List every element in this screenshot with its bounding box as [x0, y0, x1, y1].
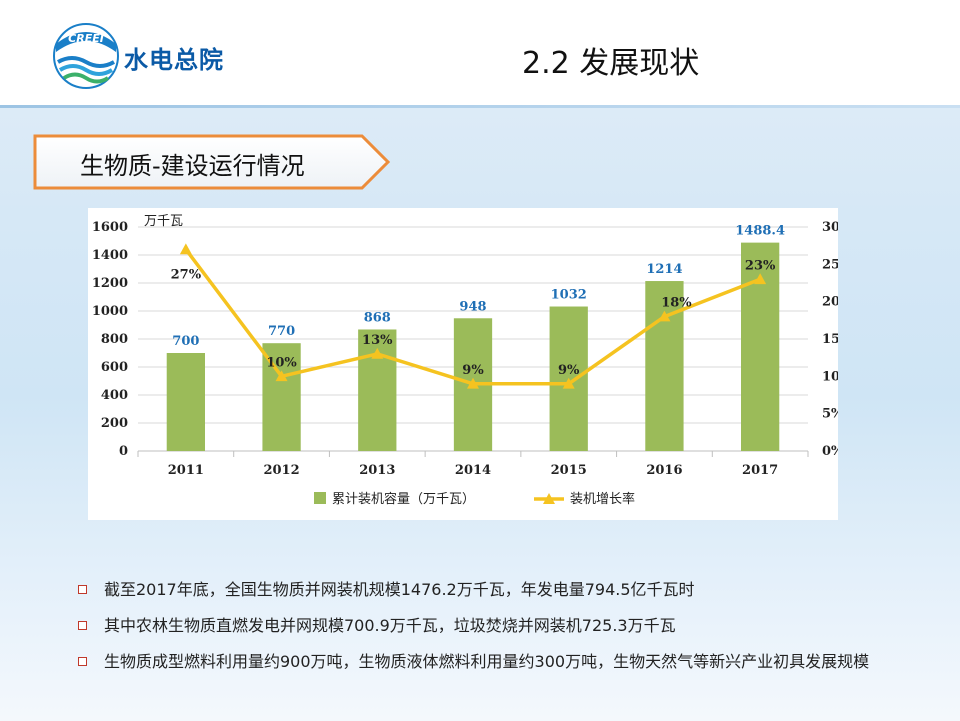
- bar: [645, 281, 684, 451]
- combo-chart: 0 200 400 600 800 1000 1200 1400 1600 0% 5% 10% 15% 2…: [92, 214, 853, 507]
- growth-rate-marker: [179, 243, 192, 255]
- legend-line-label: 装机增长率: [570, 491, 635, 507]
- logo-badge-text: CREEI: [68, 32, 104, 45]
- x-tick-label: 2012: [263, 463, 299, 478]
- bar-value-label: 1214: [646, 262, 682, 277]
- growth-rate-label: 27%: [171, 267, 202, 282]
- section-title: 生物质-建设运行情况: [80, 152, 305, 180]
- y-right-tick-label: 25%: [822, 257, 838, 272]
- y-left-tick-label: 1400: [92, 248, 128, 263]
- y-right-tick-label: 20%: [822, 295, 838, 310]
- growth-rate-marker: [371, 347, 384, 359]
- y-left-tick-label: 1600: [92, 220, 128, 235]
- bar-value-label: 700: [172, 334, 199, 349]
- y-right-tick-label: 10%: [822, 369, 838, 384]
- y-right-tick-label: 5%: [822, 407, 838, 422]
- bullet-item: 生物质成型燃料利用量约900万吨，生物质液体燃料利用量约300万吨，生物天然气等…: [76, 648, 936, 675]
- y-left-tick-label: 400: [101, 388, 128, 403]
- creei-logo-icon: CREEI: [53, 23, 119, 89]
- x-tick-label: 2017: [742, 463, 778, 478]
- legend-bar-swatch: [314, 492, 326, 504]
- growth-rate-marker: [275, 370, 288, 382]
- bullet-text: 生物质成型燃料利用量约900万吨，生物质液体燃料利用量约300万吨，生物天然气等…: [104, 652, 870, 671]
- bullet-item: 其中农林生物质直燃发电并网规模700.9万千瓦，垃圾焚烧并网装机725.3万千瓦: [76, 612, 936, 639]
- chart-panel: 0 200 400 600 800 1000 1200 1400 1600 0% 5% 10% 15% 2…: [88, 208, 853, 520]
- growth-rate-label: 10%: [266, 355, 297, 370]
- x-tick-label: 2013: [359, 463, 395, 478]
- bullet-text: 其中农林生物质直燃发电并网规模700.9万千瓦，垃圾焚烧并网装机725.3万千瓦: [104, 616, 676, 635]
- logo-text: 水电总院: [124, 46, 224, 74]
- bullet-square-icon: [78, 621, 87, 630]
- x-tick-label: 2014: [455, 463, 491, 478]
- bar-value-label: 868: [364, 310, 391, 325]
- y-left-tick-label: 800: [101, 332, 128, 347]
- bar-value-label: 948: [459, 299, 486, 314]
- header-bar: [0, 0, 960, 105]
- legend-line-marker: [543, 493, 555, 504]
- growth-rate-label: 9%: [558, 363, 580, 378]
- growth-rate-label: 18%: [661, 296, 692, 311]
- bullet-text: 截至2017年底，全国生物质并网装机规模1476.2万千瓦，年发电量794.5亿…: [104, 580, 695, 599]
- bullet-list: 截至2017年底，全国生物质并网装机规模1476.2万千瓦，年发电量794.5亿…: [76, 576, 936, 684]
- x-tick-label: 2015: [551, 463, 587, 478]
- y-left-tick-label: 600: [101, 360, 128, 375]
- growth-rate-label: 13%: [362, 333, 393, 348]
- section-tag: [33, 134, 391, 190]
- bar-value-label: 1488.4: [735, 224, 785, 239]
- legend-bar-label: 累计装机容量（万千瓦）: [332, 491, 475, 507]
- page-title: 2.2 发展现状: [522, 46, 700, 81]
- y-left-tick-label: 1000: [92, 304, 128, 319]
- header-divider: [0, 105, 960, 108]
- y-left-tick-label: 0: [119, 444, 128, 459]
- growth-rate-label: 9%: [462, 363, 484, 378]
- bullet-item: 截至2017年底，全国生物质并网装机规模1476.2万千瓦，年发电量794.5亿…: [76, 576, 936, 603]
- y-left-tick-label: 200: [101, 416, 128, 431]
- growth-rate-marker: [562, 377, 575, 389]
- bar-value-label: 770: [268, 324, 295, 339]
- x-tick-label: 2011: [168, 463, 204, 478]
- bar-value-label: 1032: [551, 288, 587, 303]
- bar: [166, 353, 205, 451]
- y-left-unit-label: 万千瓦: [144, 214, 183, 229]
- x-tick-label: 2016: [646, 463, 682, 478]
- growth-rate-label: 23%: [745, 258, 776, 273]
- growth-rate-marker: [658, 310, 671, 322]
- bullet-square-icon: [78, 657, 87, 666]
- bullet-square-icon: [78, 585, 87, 594]
- y-right-tick-label: 0%: [822, 444, 838, 459]
- growth-rate-marker: [754, 273, 767, 285]
- y-left-tick-label: 1200: [92, 276, 128, 291]
- y-right-tick-label: 15%: [822, 332, 838, 347]
- y-right-tick-label: 30%: [822, 220, 838, 235]
- growth-rate-marker: [467, 377, 479, 389]
